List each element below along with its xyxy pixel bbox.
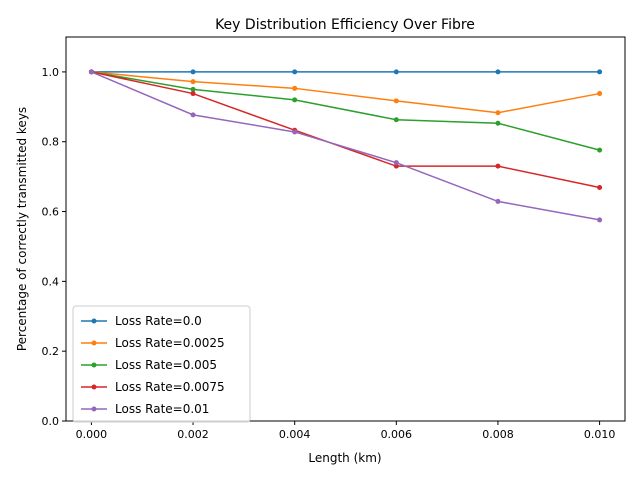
x-tick-label: 0.002	[177, 428, 209, 441]
legend-marker	[91, 318, 97, 324]
series-line	[91, 71, 600, 151]
x-axis-label: Length (km)	[308, 451, 381, 465]
series-4	[88, 69, 603, 223]
data-point	[393, 163, 399, 169]
y-axis-ticks: 0.0 0.2 0.4 0.6 0.8 1.0	[42, 66, 66, 428]
legend-box	[72, 305, 251, 423]
series-0	[88, 69, 603, 75]
data-point	[190, 69, 196, 75]
data-point	[597, 147, 603, 153]
data-point	[292, 97, 298, 103]
x-tick-label: 0.010	[584, 428, 616, 441]
legend-label: Loss Rate=0.0075	[115, 380, 225, 394]
legend-marker	[91, 406, 97, 412]
data-point	[292, 69, 298, 75]
data-point	[495, 198, 501, 204]
data-point	[495, 110, 501, 116]
x-tick-label: 0.004	[279, 428, 311, 441]
x-tick-label: 0.008	[482, 428, 514, 441]
series-1	[88, 69, 603, 116]
legend-item: Loss Rate=0.0075	[81, 380, 225, 394]
plot-frame	[65, 36, 626, 422]
series-line	[91, 71, 600, 189]
data-point	[190, 79, 196, 85]
data-point	[190, 112, 196, 118]
legend-item: Loss Rate=0.005	[81, 358, 217, 372]
chart-title: Key Distribution Efficiency Over Fibre	[215, 17, 475, 33]
data-point	[393, 98, 399, 104]
y-tick-label: 0.8	[42, 136, 60, 149]
data-point	[190, 91, 196, 97]
legend-label: Loss Rate=0.0	[115, 314, 202, 328]
data-point	[495, 163, 501, 169]
legend-label: Loss Rate=0.0025	[115, 336, 225, 350]
series-line	[91, 71, 600, 221]
data-point	[393, 117, 399, 123]
legend: Loss Rate=0.0 Loss Rate=0.0025 Loss Rate=0…	[72, 305, 251, 423]
legend-item: Loss Rate=0.0	[81, 314, 202, 328]
data-point	[597, 69, 603, 75]
y-axis-label: Percentage of correctly transmitted keys	[15, 107, 29, 351]
y-tick-label: 0.6	[42, 206, 60, 219]
series-2	[88, 69, 603, 153]
data-point	[495, 69, 501, 75]
x-tick-label: 0.006	[381, 428, 413, 441]
data-point	[597, 217, 603, 223]
x-tick-label: 0.000	[76, 428, 108, 441]
y-tick-label: 1.0	[42, 66, 60, 79]
legend-marker	[91, 384, 97, 390]
y-tick-label: 0.0	[42, 415, 60, 428]
data-point	[292, 129, 298, 135]
legend-marker	[91, 362, 97, 368]
legend-marker	[91, 340, 97, 346]
data-point	[495, 120, 501, 126]
series-line	[91, 71, 600, 114]
x-axis-ticks: 0.000 0.002 0.004 0.006 0.008 0.010	[76, 421, 616, 441]
legend-item: Loss Rate=0.0025	[81, 336, 225, 350]
plot-area	[65, 36, 626, 422]
y-tick-label: 0.2	[42, 345, 60, 358]
legend-label: Loss Rate=0.005	[115, 358, 217, 372]
data-point	[88, 69, 94, 75]
data-point	[393, 160, 399, 166]
legend-label: Loss Rate=0.01	[115, 402, 209, 416]
series-group	[88, 69, 603, 223]
data-point	[292, 85, 298, 91]
y-tick-label: 0.4	[42, 275, 60, 288]
data-point	[393, 69, 399, 75]
data-point	[597, 91, 603, 97]
legend-item: Loss Rate=0.01	[81, 402, 209, 416]
data-point	[190, 86, 196, 92]
data-point	[597, 184, 603, 190]
